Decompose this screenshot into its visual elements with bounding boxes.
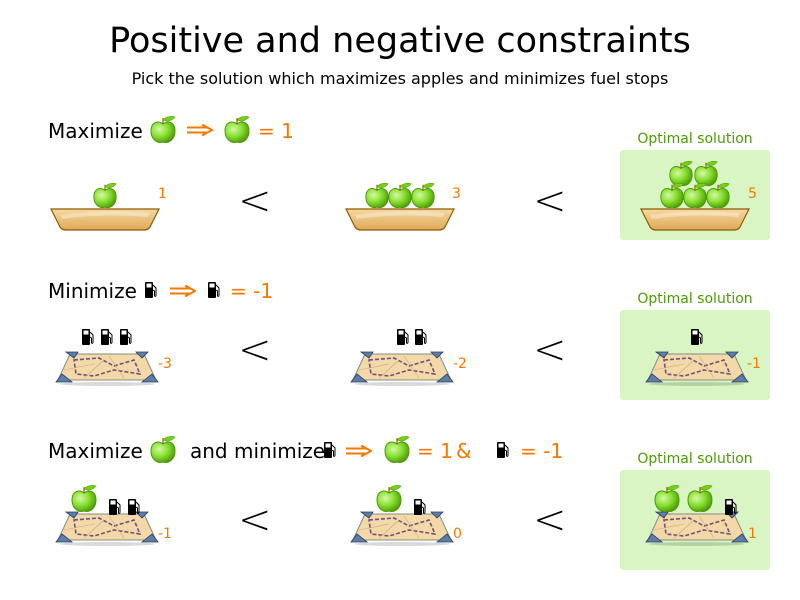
fuel-pump-icon [100,328,113,346]
apple-icon [388,182,412,209]
page-subtitle: Pick the solution which maximizes apples… [132,69,669,88]
apple-icon [150,115,176,144]
less-than: < [533,497,567,543]
map-icon [350,351,454,386]
implies-arrow-icon [170,285,196,297]
optimal-label: Optimal solution [637,451,752,467]
row3-equation-apple: = 1 [417,439,453,463]
fuel-pump-icon [207,281,220,299]
row3-ampersand: & [456,439,472,463]
bowl-icon [345,208,455,231]
implies-arrow-icon [187,124,213,136]
fuel-pump-icon [413,498,426,516]
less-than: < [533,327,567,373]
less-than: < [533,178,567,224]
fuel-pump-icon [127,498,140,516]
map-icon [350,511,454,546]
page-title: Positive and negative constraints [109,21,691,61]
fuel-pump-icon [81,328,94,346]
score: 1 [158,186,167,202]
apple-icon [384,435,410,464]
row1-verb: Maximize [48,119,143,143]
optimal-label: Optimal solution [637,291,752,307]
bowl-icon [50,208,160,231]
row3-verb: Maximize [48,439,143,463]
apple-icon [411,182,435,209]
fuel-pump-icon [396,328,409,346]
fuel-pump-icon [323,441,336,459]
row2-verb: Minimize [48,279,137,303]
fuel-pump-icon [144,281,157,299]
bowl-icon [640,208,750,231]
fuel-pump-icon [414,328,427,346]
less-than: < [238,327,272,373]
less-than: < [238,497,272,543]
row3-equation-pump: = -1 [520,439,563,463]
fuel-pump-icon [119,328,132,346]
apple-icon [376,484,402,513]
score: 0 [453,526,462,542]
apple-icon [93,182,117,209]
score: 1 [748,526,757,542]
optimal-label: Optimal solution [637,131,752,147]
map-icon [55,351,159,386]
score: 5 [748,186,757,202]
score: -3 [158,356,172,372]
score: -1 [158,526,172,542]
row1-equation: = 1 [258,119,294,143]
apple-icon [365,182,389,209]
row3-connector: and minimize [190,439,325,463]
fuel-pump-icon [108,498,121,516]
fuel-pump-icon [496,441,509,459]
row2-equation: = -1 [230,279,273,303]
map-icon [55,511,159,546]
apple-icon [71,484,97,513]
implies-arrow-icon [346,445,372,457]
apple-icon [150,435,176,464]
score: 3 [452,186,461,202]
score: -2 [453,356,467,372]
score: -1 [747,356,761,372]
less-than: < [238,178,272,224]
apple-icon [224,115,250,144]
